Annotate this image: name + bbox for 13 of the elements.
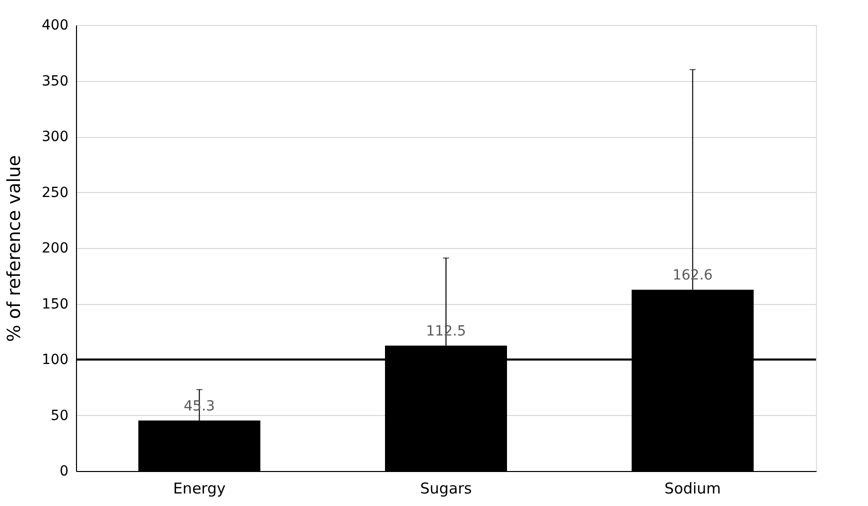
- y-tick-label: 350: [42, 73, 68, 90]
- y-axis-title: % of reference value: [4, 155, 25, 342]
- y-tick-label: 100: [42, 352, 68, 368]
- y-tick-label: 0: [60, 464, 68, 480]
- x-tick-label: Sodium: [664, 480, 721, 498]
- x-tick-label: Sugars: [420, 480, 472, 498]
- y-tick-label: 400: [42, 18, 68, 34]
- y-tick-label: 150: [42, 296, 68, 312]
- y-tick-label: 250: [42, 184, 68, 201]
- x-tick-label: Energy: [173, 480, 226, 498]
- y-tick-label: 50: [50, 408, 68, 424]
- y-tick-label: 300: [42, 129, 68, 145]
- y-tick-label: 200: [42, 240, 68, 256]
